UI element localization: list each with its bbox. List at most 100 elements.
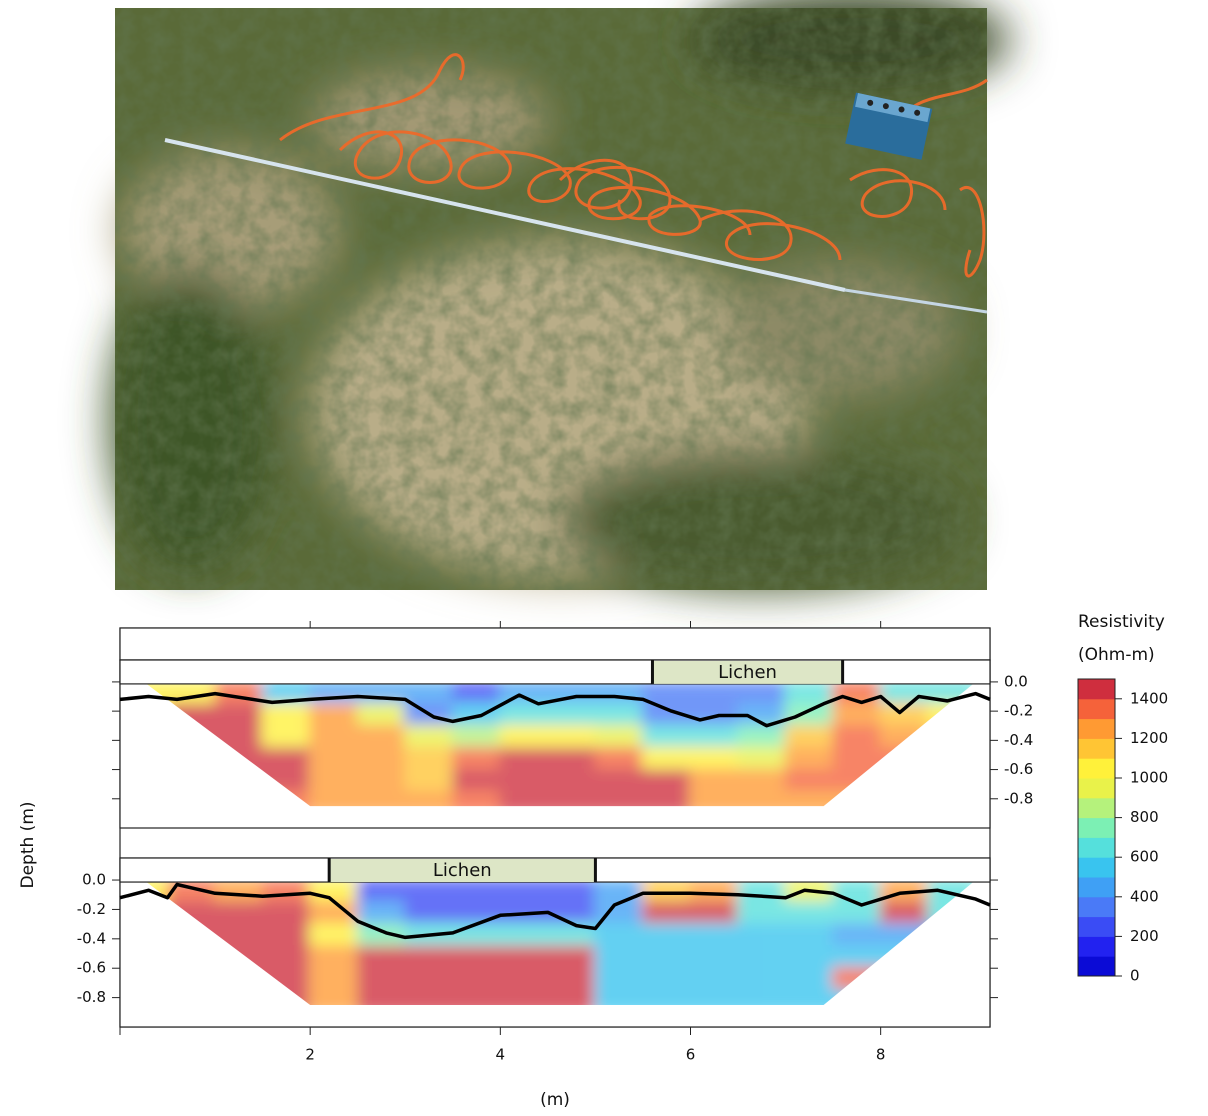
heat-cell (594, 747, 644, 771)
heat-cell (594, 725, 644, 749)
colorbar-band (1078, 699, 1115, 719)
heat-cell (404, 967, 454, 991)
heat-cell (404, 769, 454, 793)
heat-cell (309, 901, 359, 925)
x-tick-label: 4 (496, 1046, 506, 1064)
heat-cell (357, 747, 407, 771)
colorbar-band (1078, 837, 1115, 857)
heat-cell (547, 703, 597, 727)
heat-cell (404, 747, 454, 771)
heat-cell (594, 703, 644, 727)
heat-cell (737, 879, 787, 903)
page: Depth (m) (m) Resistivity (Ohm-m) 2468Li… (0, 0, 1208, 1112)
heat-cell (357, 901, 407, 925)
lichen-label: Lichen (718, 662, 777, 683)
heat-cell (880, 901, 930, 925)
colorbar-band (1078, 679, 1115, 699)
colorbar-band (1078, 758, 1115, 778)
heat-cell (499, 725, 549, 749)
heat-cell (594, 967, 644, 991)
heat-cell (452, 725, 502, 749)
heat-cell (309, 703, 359, 727)
heat-cell (309, 725, 359, 749)
heat-cell (547, 945, 597, 969)
heat-cell (594, 923, 644, 947)
heat-cell (499, 747, 549, 771)
heat-cell (452, 945, 502, 969)
heat-cell (452, 967, 502, 991)
colorbar-band (1078, 818, 1115, 838)
heat-cell (785, 967, 835, 991)
heat-cell (689, 923, 739, 947)
heat-cell (214, 879, 264, 903)
heat-cell (737, 901, 787, 925)
heat-cell (785, 725, 835, 749)
colorbar-tick-label: 1000 (1130, 769, 1168, 787)
heat-cell (594, 769, 644, 793)
heat-cell (689, 769, 739, 793)
heat-cell (262, 945, 312, 969)
heat-cell (689, 901, 739, 925)
y-tick-label: -0.6 (77, 959, 106, 977)
heat-cell (642, 747, 692, 771)
heat-cell (642, 879, 692, 903)
heat-cell (547, 725, 597, 749)
heat-cell (309, 967, 359, 991)
colorbar-tick-label: 1400 (1130, 689, 1168, 707)
x-tick-label: 6 (686, 1046, 696, 1064)
heat-cell (785, 703, 835, 727)
heat-cell (309, 945, 359, 969)
heat-cell (547, 769, 597, 793)
heat-cell (309, 747, 359, 771)
colorbar-band (1078, 857, 1115, 877)
y-axis-label: Depth (m) (18, 801, 38, 888)
x-tick-label: 2 (305, 1046, 315, 1064)
heat-cell (499, 945, 549, 969)
heat-cell (452, 879, 502, 903)
heat-cell (832, 725, 882, 749)
heat-cell (594, 879, 644, 903)
heat-cell (642, 945, 692, 969)
heat-cell (452, 747, 502, 771)
colorbar-tick-label: 200 (1130, 927, 1159, 945)
colorbar-band (1078, 936, 1115, 956)
lichen-label: Lichen (433, 860, 492, 881)
heat-cell (309, 769, 359, 793)
heat-cell (214, 901, 264, 925)
heat-cell (499, 769, 549, 793)
heat-cell (737, 923, 787, 947)
heat-cell (499, 967, 549, 991)
colorbar-tick-label: 0 (1130, 967, 1140, 985)
heat-cell (642, 967, 692, 991)
heat-cell (689, 747, 739, 771)
heat-cell (594, 945, 644, 969)
heat-cell (262, 703, 312, 727)
colorbar-tick-label: 800 (1130, 808, 1159, 826)
colorbar-band (1078, 719, 1115, 739)
y-tick-label: -0.2 (77, 900, 106, 918)
heat-cell (785, 747, 835, 771)
heat-cell (832, 703, 882, 727)
colorbar-tick-label: 1200 (1130, 729, 1168, 747)
heat-cell (689, 879, 739, 903)
heat-cell (262, 747, 312, 771)
colorbar-unit: (Ohm-m) (1078, 645, 1155, 665)
y-tick-label: 0.0 (1004, 672, 1028, 690)
colorbar-band (1078, 956, 1115, 976)
heat-cell (737, 725, 787, 749)
colorbar-band (1078, 738, 1115, 758)
x-axis-label: (m) (540, 1090, 570, 1110)
heat-cell (499, 923, 549, 947)
heat-cell (452, 923, 502, 947)
heat-cell (404, 945, 454, 969)
heat-cell (357, 967, 407, 991)
heat-cell (309, 923, 359, 947)
heat-cell (642, 769, 692, 793)
heat-cell (737, 747, 787, 771)
colorbar-tick-label: 600 (1130, 848, 1159, 866)
y-tick-label: -0.8 (1004, 789, 1033, 807)
heat-cell (642, 923, 692, 947)
heat-cell (547, 747, 597, 771)
heat-cell (452, 769, 502, 793)
heat-cell (452, 901, 502, 925)
